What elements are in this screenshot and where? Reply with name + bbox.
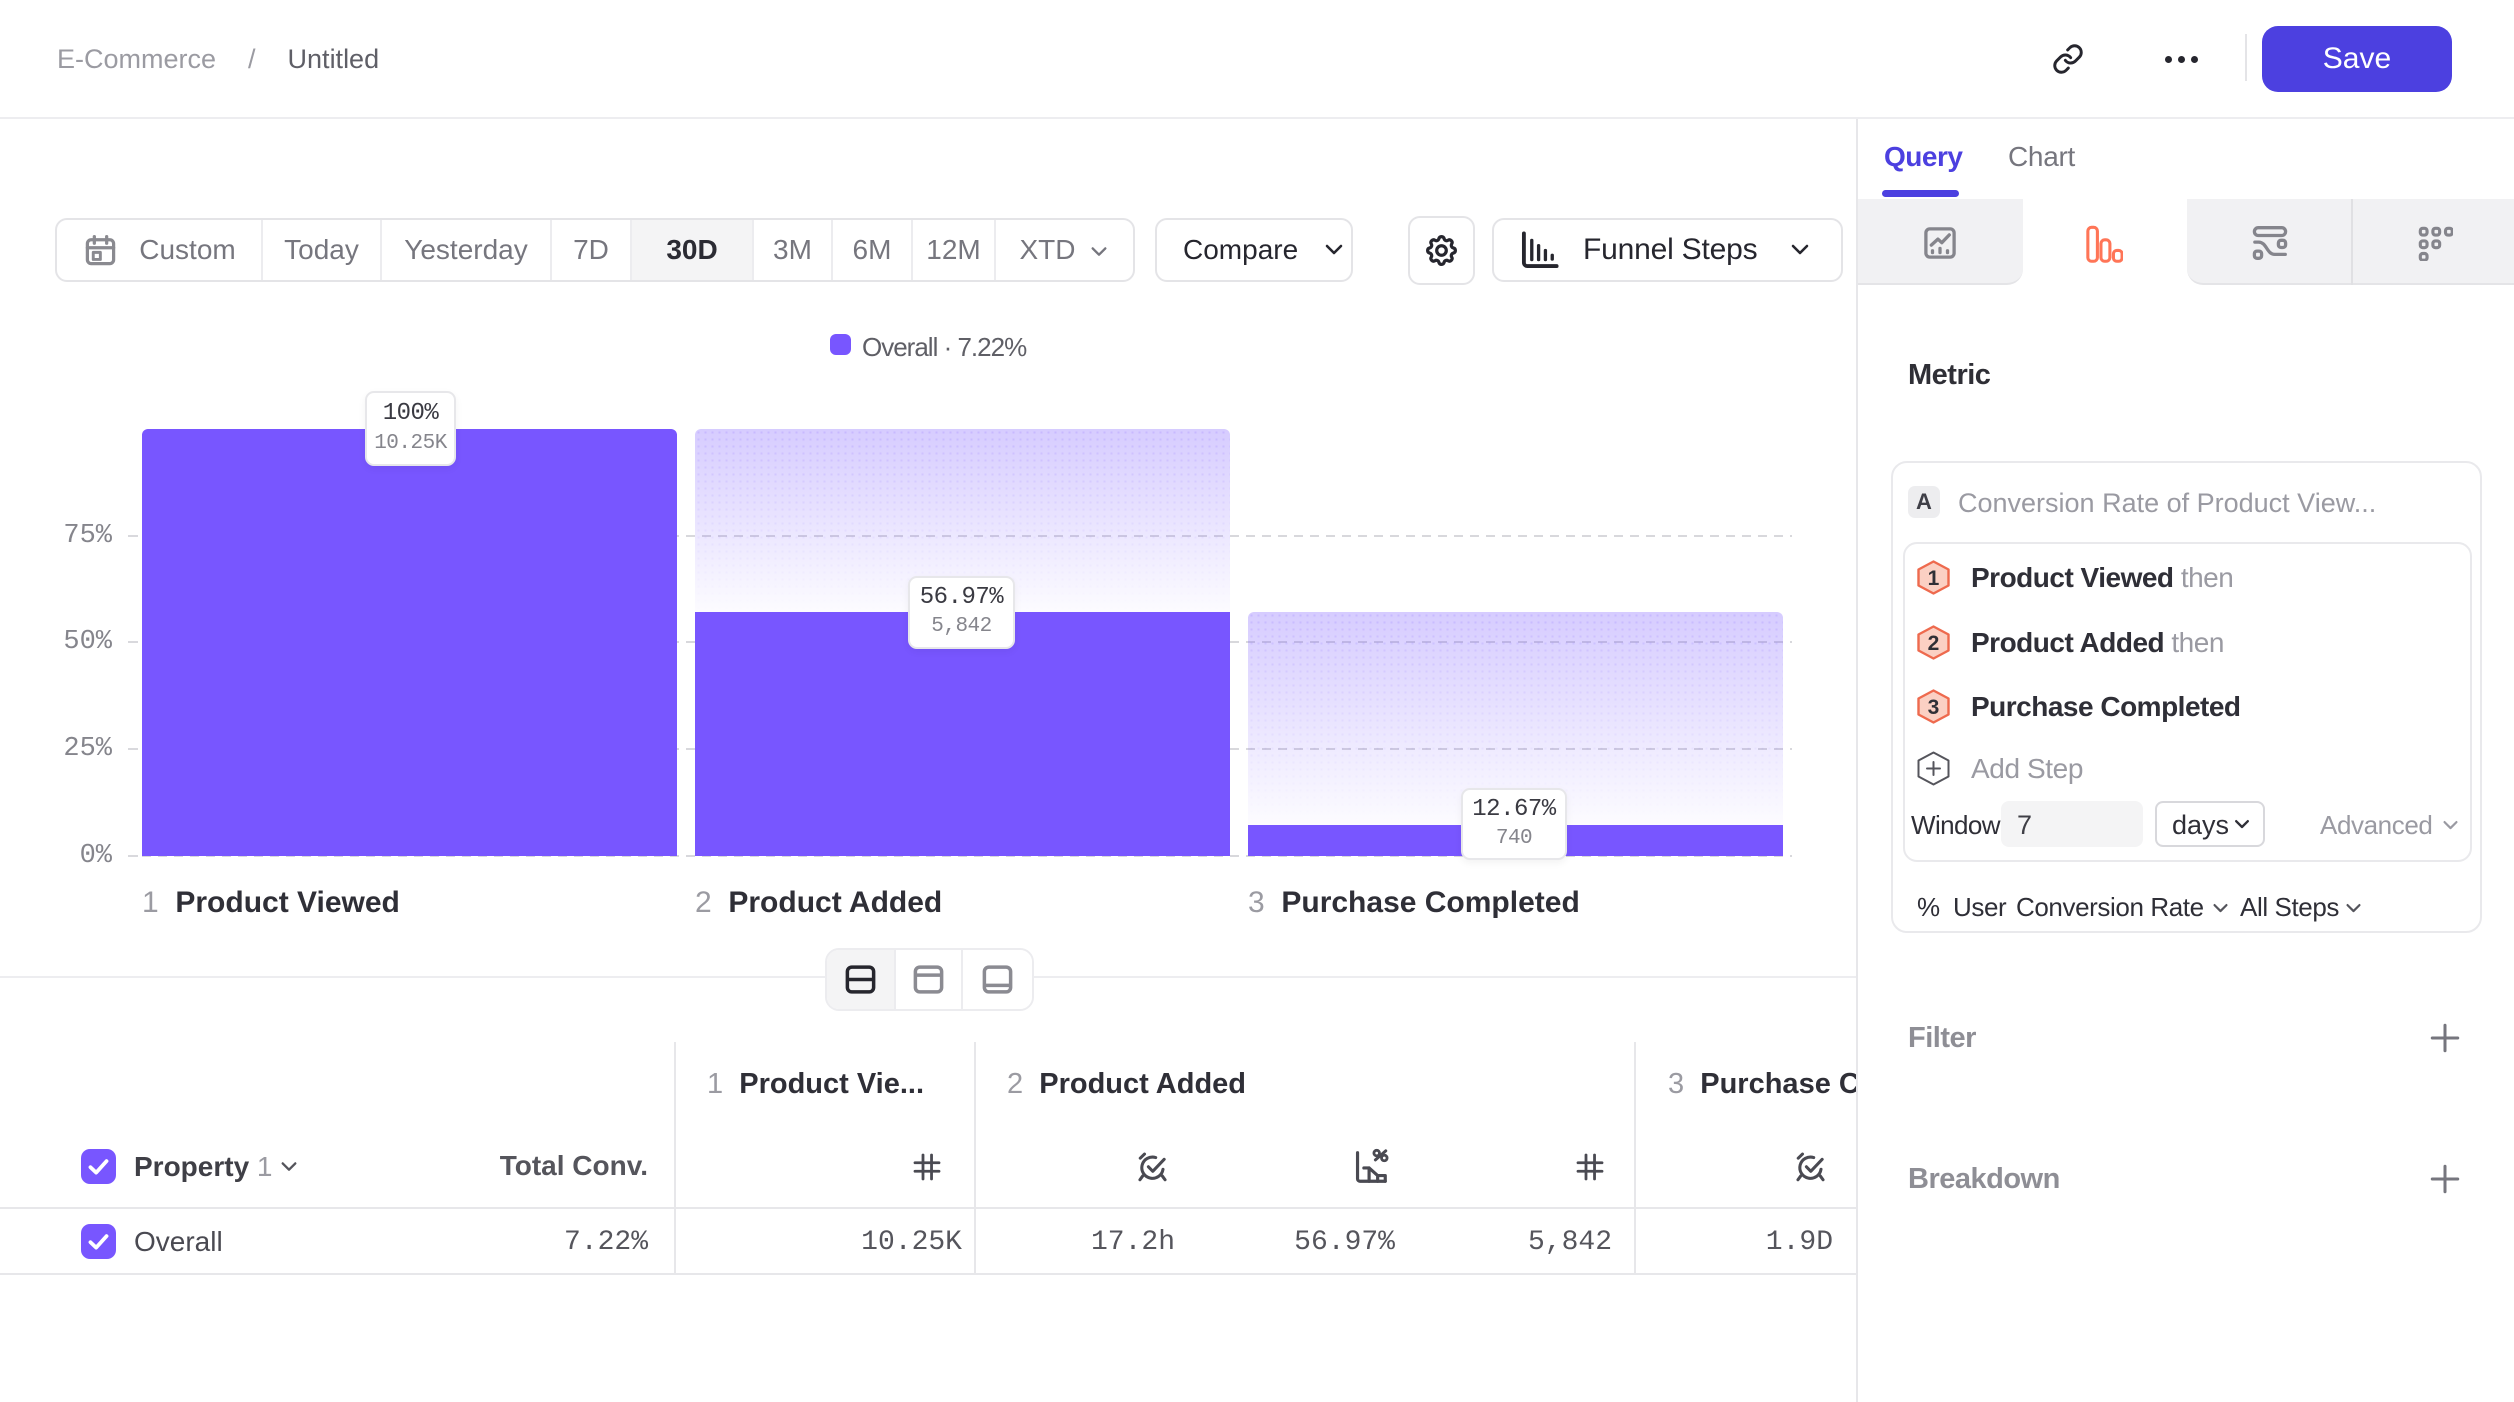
svg-text:3: 3	[1928, 696, 1940, 719]
svg-text:1: 1	[1928, 567, 1940, 590]
svg-text:2: 2	[1928, 632, 1940, 655]
